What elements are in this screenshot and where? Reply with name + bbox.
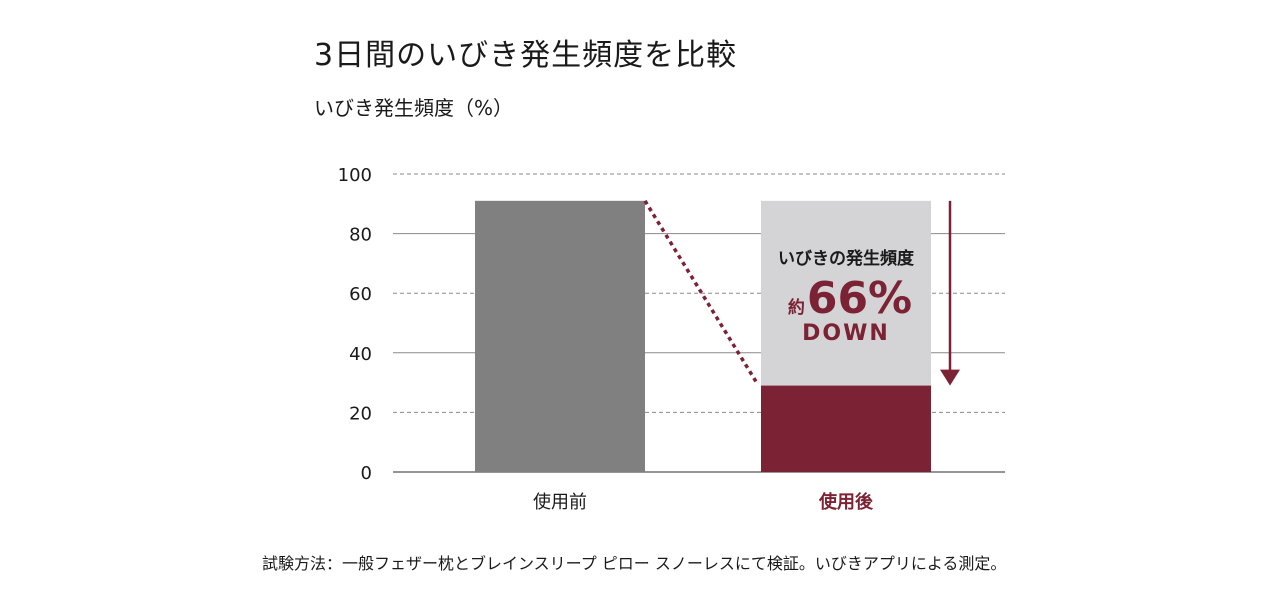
y-tick-label: 40: [349, 344, 372, 365]
y-tick-label: 100: [338, 165, 372, 186]
reduction-dotted-line: [643, 199, 758, 383]
y-axis-label: いびき発生頻度（%）: [314, 96, 514, 120]
bar-after-reduction-area: [761, 200, 931, 386]
annotation-percent: 約66%: [788, 273, 912, 324]
y-tick-label: 0: [361, 463, 372, 484]
chart-title: 3日間のいびき発生頻度を比較: [314, 38, 738, 73]
down-arrow-icon: [940, 369, 960, 386]
bars: [475, 200, 931, 472]
annotation-heading: いびきの発生頻度: [778, 248, 915, 269]
category-label-after: 使用後: [818, 491, 874, 513]
test-method-footnote: 試験方法：一般フェザー枕とブレインスリープ ピロー スノーレスにて検証。いびきア…: [262, 554, 1007, 573]
annotation-down: DOWN: [802, 321, 890, 346]
bar-after: [761, 385, 931, 472]
y-tick-label: 80: [349, 225, 372, 246]
bar-before: [475, 200, 645, 472]
y-tick-labels: 0 20 40 60 80 100: [338, 165, 372, 484]
category-label-before: 使用前: [533, 492, 587, 513]
y-tick-label: 60: [349, 284, 372, 305]
category-labels: 使用前 使用後: [533, 491, 874, 513]
y-tick-label: 20: [349, 403, 372, 424]
